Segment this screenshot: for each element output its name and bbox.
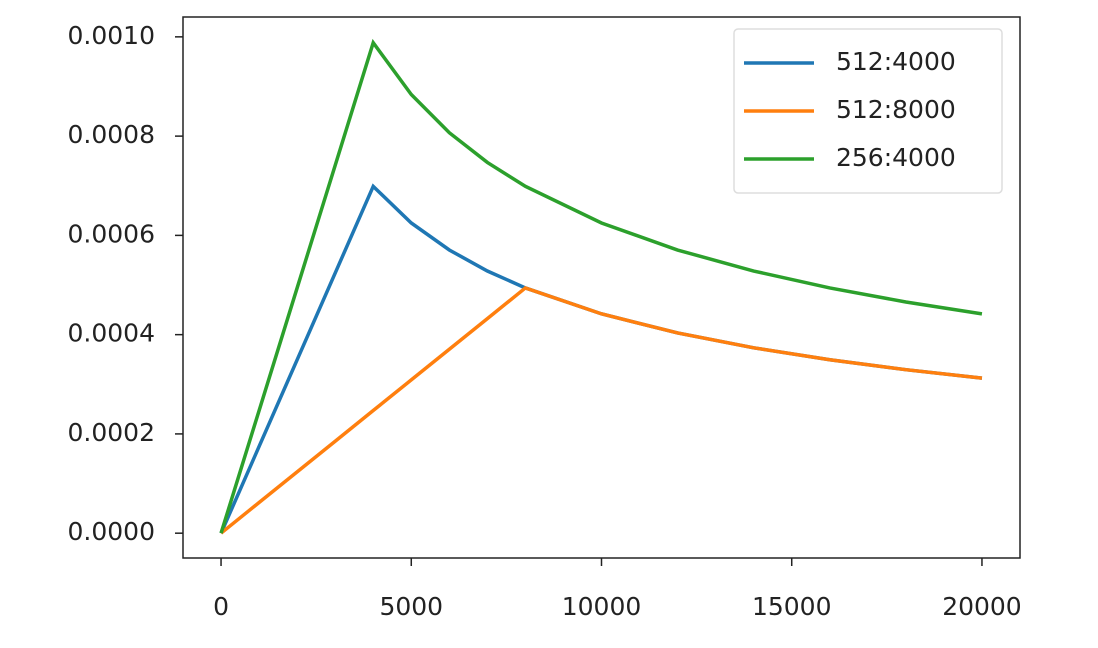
legend-label: 256:4000 bbox=[836, 143, 956, 172]
series-line bbox=[219, 38, 983, 534]
y-tick-label: 0.0000 bbox=[68, 517, 155, 546]
x-tick-label: 10000 bbox=[562, 592, 642, 621]
x-tick-label: 15000 bbox=[752, 592, 832, 621]
y-tick-label: 0.0004 bbox=[68, 319, 155, 348]
legend-frame bbox=[733, 28, 1003, 194]
legend: 512:4000 512:8000 256:4000 bbox=[733, 28, 1003, 194]
legend-label: 512:8000 bbox=[836, 95, 956, 124]
legend-label: 512:4000 bbox=[836, 47, 956, 76]
y-tick-label: 0.0002 bbox=[68, 418, 155, 447]
y-tick-label: 0.0006 bbox=[68, 219, 155, 248]
x-tick-label: 5000 bbox=[379, 592, 443, 621]
x-tick-label: 0 bbox=[213, 592, 229, 621]
x-tick-label: 20000 bbox=[942, 592, 1022, 621]
series-line bbox=[219, 285, 983, 535]
y-tick-label: 0.0010 bbox=[68, 21, 155, 50]
y-tick-label: 0.0008 bbox=[68, 120, 155, 149]
series-line bbox=[219, 183, 983, 534]
